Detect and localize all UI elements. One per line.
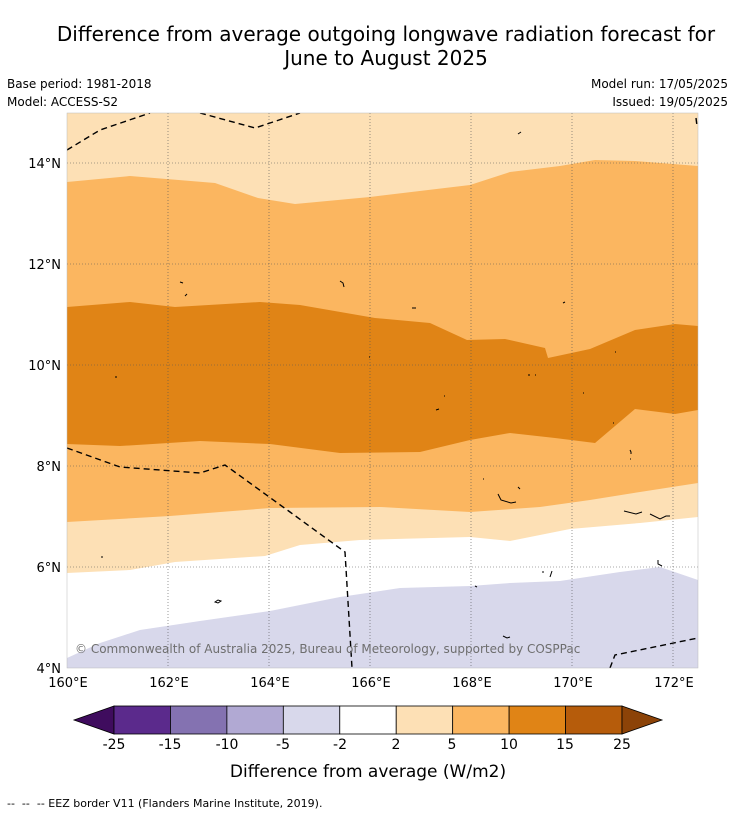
model-name: Model: ACCESS-S2 (7, 95, 119, 109)
cbar-segment-2 (226, 705, 284, 735)
cbar-tick-25: 25 (613, 737, 631, 753)
islands (101, 131, 670, 639)
lon-label-164: 164°E (250, 676, 290, 691)
issued-date: Issued: 19/05/2025 (612, 95, 728, 109)
lon-label-172: 172°E (654, 676, 694, 691)
cbar-arrow-high (621, 705, 664, 735)
lon-label-168: 168°E (452, 676, 492, 691)
map-plot-area (67, 113, 698, 668)
cbar-segment-0 (113, 705, 171, 735)
eez-borders (67, 113, 698, 668)
eez-legend-note: -- -- -- EEZ border V11 (Flanders Marine… (7, 797, 323, 810)
gridlines (67, 113, 698, 668)
colorbar-label: Difference from average (W/m2) (229, 762, 507, 782)
cbar-tick-minus10: -10 (215, 737, 239, 753)
title-line-1: Difference from average outgoing longwav… (56, 22, 716, 46)
lat-axis: 14°N 12°N 10°N 8°N 6°N 4°N (28, 157, 61, 677)
cbar-segment-6 (452, 705, 510, 735)
cbar-segment-8 (565, 705, 623, 735)
model-run: Model run: 17/05/2025 (590, 77, 728, 91)
lat-label-10: 10°N (28, 359, 61, 374)
cbar-segment-5 (395, 705, 454, 735)
cbar-arrow-low (72, 705, 115, 735)
lon-label-170: 170°E (553, 676, 593, 691)
chart-title: Difference from average outgoing longwav… (0, 22, 736, 70)
cbar-tick-minus25: -25 (102, 737, 126, 753)
base-period: Base period: 1981-2018 (7, 77, 152, 91)
lon-axis: 160°E 162°E 164°E 166°E 168°E 170°E 172°… (48, 676, 694, 691)
colorbar (72, 705, 664, 735)
meta-right: Model run: 17/05/2025 Issued: 19/05/2025 (591, 75, 728, 111)
cbar-tick-minus2: -2 (333, 737, 347, 753)
title-line-2: June to August 2025 (284, 46, 488, 70)
lat-label-14: 14°N (28, 157, 61, 172)
cbar-segment-4 (339, 705, 397, 735)
cbar-tick-15: 15 (556, 737, 574, 753)
cbar-tick-2: 2 (391, 737, 401, 753)
cbar-tick-10: 10 (500, 737, 518, 753)
cbar-segment-3 (282, 705, 341, 735)
cbar-segment-7 (508, 705, 566, 735)
cbar-tick-minus15: -15 (158, 737, 182, 753)
cbar-tick-5: 5 (447, 737, 457, 753)
cbar-tick-minus5: -5 (276, 737, 290, 753)
lat-label-8: 8°N (37, 460, 62, 475)
lat-label-12: 12°N (28, 258, 61, 273)
lat-label-4: 4°N (37, 662, 62, 677)
meta-left: Base period: 1981-2018 Model: ACCESS-S2 (7, 75, 152, 111)
map-frame (66, 112, 699, 669)
lon-label-166: 166°E (351, 676, 391, 691)
cbar-segment-1 (170, 705, 228, 735)
band-minus5-to-minus2 (67, 567, 698, 668)
band-10-to-15 (67, 302, 698, 453)
lat-label-6: 6°N (37, 561, 62, 576)
copyright-notice: © Commonwealth of Australia 2025, Bureau… (75, 642, 580, 656)
lon-label-160: 160°E (48, 676, 88, 691)
lon-label-162: 162°E (149, 676, 189, 691)
